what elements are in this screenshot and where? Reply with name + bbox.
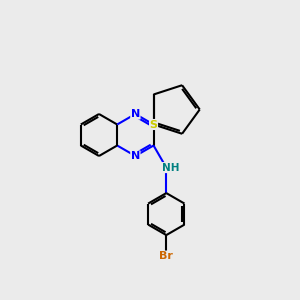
Text: N: N	[131, 151, 140, 161]
Text: NH: NH	[162, 163, 180, 172]
Text: Br: Br	[159, 251, 173, 261]
Text: N: N	[131, 109, 140, 119]
Text: S: S	[150, 119, 158, 130]
